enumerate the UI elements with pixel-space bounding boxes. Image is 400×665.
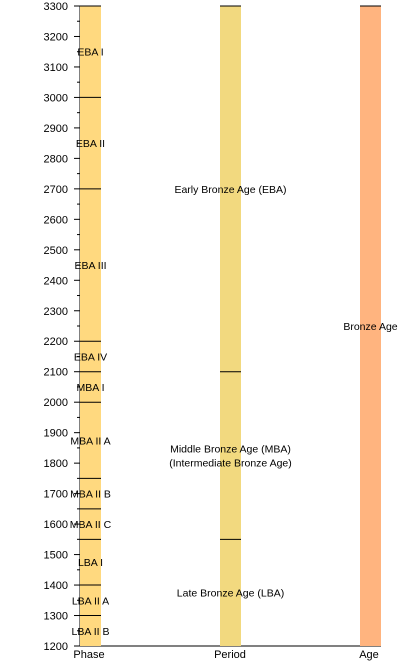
segment-label: EBA I: [77, 47, 103, 59]
y-tick-label: 2200: [44, 336, 68, 348]
segment-label: MBA II A: [70, 435, 110, 447]
segment-bar-phase-9: [80, 585, 101, 616]
y-tick-label: 2500: [44, 245, 68, 257]
column-label-phase: Phase: [73, 649, 104, 661]
y-tick-label: 1800: [44, 458, 68, 470]
segment-label: MBA I: [76, 382, 104, 394]
y-tick-label: 3300: [44, 1, 68, 13]
segment-bar-age-0: [360, 6, 381, 646]
segment-bar-phase-0: [80, 6, 101, 98]
y-tick-label: 3200: [44, 31, 68, 43]
segment-label: LBA I: [78, 557, 103, 569]
y-tick-label: 1400: [44, 580, 68, 592]
y-tick-label: 2400: [44, 275, 68, 287]
y-tick-label: 2700: [44, 184, 68, 196]
segment-bar-phase-5: [80, 402, 101, 479]
column-period: Early Bronze Age (EBA) Middle Bronze Age …: [169, 5, 292, 646]
segment-label: LBA II A: [72, 595, 109, 607]
segment-label: Late Bronze Age (LBA): [177, 588, 284, 600]
y-tick-label: 2000: [44, 397, 68, 409]
segment-label: EBA IV: [74, 351, 107, 363]
column-phase: EBA I EBA II EBA III EBA IV MBA I MBA II A MBA…: [70, 5, 112, 646]
segment-bar-phase-3: [80, 341, 101, 372]
segment-bar-period-0: [220, 6, 241, 372]
column-label-period: Period: [214, 649, 246, 661]
segment-bar-phase-1: [80, 97, 101, 189]
y-tick-label: 3100: [44, 62, 68, 74]
column-label-age: Age: [359, 649, 379, 661]
segment-bar-phase-6: [80, 478, 101, 509]
segment-bar-period-1: [220, 371, 241, 540]
column-labels: Phase Period Age: [73, 649, 378, 661]
segment-bar-period-2: [220, 539, 241, 646]
segment-bar-phase-8: [80, 539, 101, 586]
segment-bar-phase-4: [80, 371, 101, 403]
segment-label: MBA II B: [70, 489, 111, 501]
segment-label: LBA II B: [72, 626, 110, 638]
chart-columns: EBA I EBA II EBA III EBA IV MBA I MBA II A MBA…: [70, 5, 398, 646]
segment-label: MBA II C: [70, 519, 112, 531]
y-tick-label: 1700: [44, 489, 68, 501]
segment-label: Middle Bronze Age (MBA) (Intermediate Bro…: [169, 444, 292, 470]
y-tick-label: 1200: [44, 641, 68, 653]
segment-label: EBA III: [74, 260, 106, 272]
column-age: Bronze Age: [343, 5, 398, 646]
y-tick-label: 2600: [44, 214, 68, 226]
segment-label: Bronze Age: [343, 321, 397, 333]
y-tick-label: 2300: [44, 306, 68, 318]
y-tick-label: 2800: [44, 153, 68, 165]
y-tick-label: 2100: [44, 367, 68, 379]
y-tick-label: 1900: [44, 428, 68, 440]
y-tick-label: 1300: [44, 611, 68, 623]
y-axis: 3300 3200 3100 3000 2900 2800 2700 2600 2500 2400…: [44, 1, 381, 653]
segment-bar-phase-7: [80, 508, 101, 540]
y-tick-label: 1600: [44, 519, 68, 531]
segment-bar-phase-2: [80, 188, 101, 342]
y-tick-label: 3000: [44, 92, 68, 104]
y-tick-label: 1500: [44, 550, 68, 562]
segment-label: Early Bronze Age (EBA): [174, 184, 286, 196]
segment-bar-phase-10: [80, 615, 101, 646]
segment-label: EBA II: [76, 138, 105, 150]
y-tick-label: 2900: [44, 123, 68, 135]
